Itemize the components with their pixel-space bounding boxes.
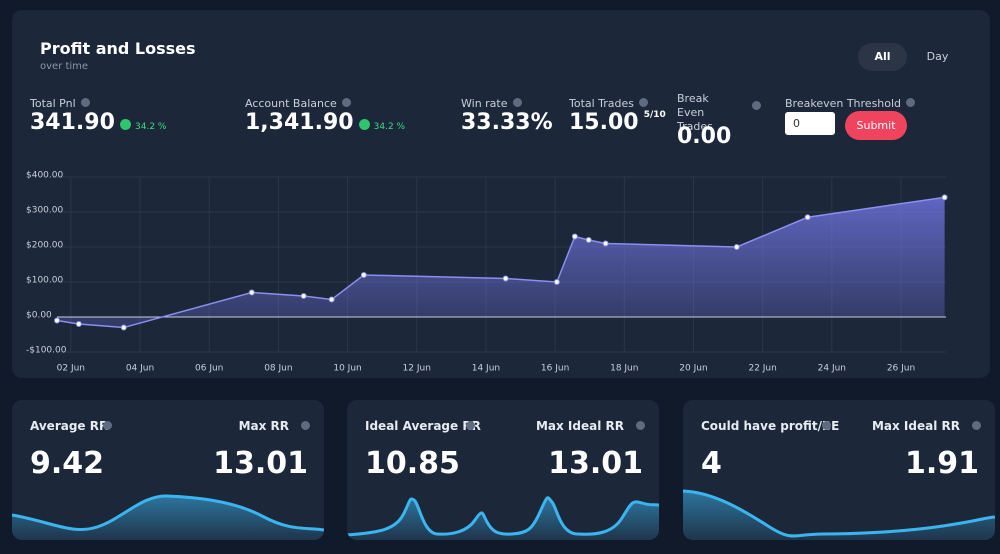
x-tick-label: 04 Jun	[126, 364, 154, 374]
stat: Account Balance	[245, 92, 351, 111]
point	[571, 233, 578, 240]
card-value: 13.01	[213, 446, 308, 481]
stat-value-row: 341.90 34.2 %	[30, 110, 166, 135]
point	[585, 237, 592, 243]
y-tick-label: $400.00	[26, 171, 63, 181]
stat-value: 341.90	[30, 110, 115, 135]
tab-all[interactable]: All	[858, 43, 907, 71]
tab-day[interactable]: Day	[926, 50, 949, 63]
y-tick-label: $100.00	[26, 276, 63, 286]
up-icon	[120, 119, 131, 130]
stat: Total Pnl	[30, 92, 90, 111]
sparkline	[347, 496, 659, 540]
y-tick-label: $200.00	[26, 241, 63, 251]
point	[300, 293, 307, 299]
x-tick-label: 16 Jun	[541, 364, 569, 374]
x-tick-label: 06 Jun	[195, 364, 223, 374]
x-tick-label: 26 Jun	[887, 364, 915, 374]
up-icon	[358, 119, 370, 130]
card-label: Average RR	[30, 419, 109, 433]
point	[553, 279, 560, 285]
point	[941, 194, 948, 201]
stat-value-row: 15.00 5/10	[569, 110, 666, 135]
point	[733, 244, 740, 250]
stat-label: Total Pnl	[30, 97, 76, 110]
y-tick-label: $300.00	[26, 206, 63, 216]
card-value: 13.01	[548, 446, 643, 481]
stat-value: 1,341.90	[245, 110, 354, 135]
stat-change: 34.2 %	[135, 122, 167, 132]
stat: Total Trades	[569, 92, 649, 111]
info-icon	[972, 421, 981, 430]
point	[804, 214, 811, 221]
info-icon	[636, 421, 645, 430]
card-label: Could have profit/BE	[701, 419, 840, 433]
card-value: 10.85	[365, 446, 460, 481]
stat-label: Account Balance	[245, 97, 337, 110]
x-tick-label: 24 Jun	[818, 364, 846, 374]
stat-detail: 5/10	[643, 110, 666, 120]
card-label: Ideal Average RR	[365, 419, 481, 433]
x-tick-label: 22 Jun	[748, 364, 776, 374]
pnl-chart: -$100.00 $0.00 $100.00 $200.00 $300.00 $400.0…	[26, 171, 948, 374]
stat-value: 0.00	[677, 124, 732, 149]
point	[328, 296, 335, 303]
profit-card: Could have profit/BE Max Ideal RR 4 1.91	[683, 400, 995, 540]
point	[602, 240, 609, 247]
info-icon	[752, 101, 761, 110]
point	[75, 321, 82, 327]
rr-card: Average RR Max RR 9.42 13.01	[12, 400, 324, 540]
threshold-input[interactable]: 0	[785, 112, 835, 135]
card-label: Max RR	[238, 419, 289, 433]
info-icon	[906, 98, 916, 107]
x-tick-label: 12 Jun	[403, 364, 431, 374]
x-tick-label: 10 Jun	[333, 364, 361, 374]
info-icon	[466, 421, 475, 430]
info-icon	[103, 421, 112, 430]
info-icon	[341, 98, 351, 107]
info-icon	[512, 98, 522, 107]
card-value: 1.91	[904, 446, 979, 481]
point	[248, 289, 255, 296]
stat-change: 34.2 %	[373, 122, 406, 132]
x-tick-label: 02 Jun	[57, 364, 85, 374]
x-tick-label: 14 Jun	[472, 364, 500, 374]
stat-value-row: 1,341.90 34.2 %	[245, 110, 405, 135]
stat-value: 15.00	[569, 110, 639, 135]
threshold-label: Breakeven Threshold	[785, 97, 902, 110]
card-value: 9.42	[30, 446, 105, 481]
stat-value: 33.33%	[461, 110, 553, 135]
x-tick-label: 20 Jun	[679, 364, 707, 374]
title: Profit and Losses	[40, 39, 196, 58]
threshold: Breakeven Threshold	[785, 92, 916, 111]
submit-button[interactable]: Submit	[845, 111, 907, 140]
y-tick-label: $0.00	[26, 311, 52, 321]
point	[360, 272, 367, 278]
subtitle: over time	[40, 61, 89, 72]
card-value: 4	[701, 446, 722, 481]
sparkline	[12, 494, 324, 540]
stat-label: Total Trades	[569, 97, 635, 110]
stat-label: Break Even Trades	[677, 92, 713, 133]
point	[54, 317, 60, 324]
x-tick-label: 08 Jun	[264, 364, 292, 374]
info-icon	[822, 421, 831, 430]
sparkline	[683, 489, 995, 540]
y-tick-label: -$100.00	[26, 346, 67, 356]
info-icon	[301, 421, 310, 430]
ideal-rr-card: Ideal Average RR Max Ideal RR 10.85 13.0…	[347, 400, 659, 540]
point	[502, 275, 509, 282]
stat-label: Win rate	[461, 97, 508, 110]
info-icon	[80, 98, 90, 107]
x-tick-label: 18 Jun	[610, 364, 638, 374]
stat: Win rate	[461, 92, 522, 111]
card-label: Max Ideal RR	[871, 419, 960, 433]
card-label: Max Ideal RR	[535, 419, 624, 433]
info-icon	[639, 98, 649, 107]
point	[120, 324, 127, 331]
